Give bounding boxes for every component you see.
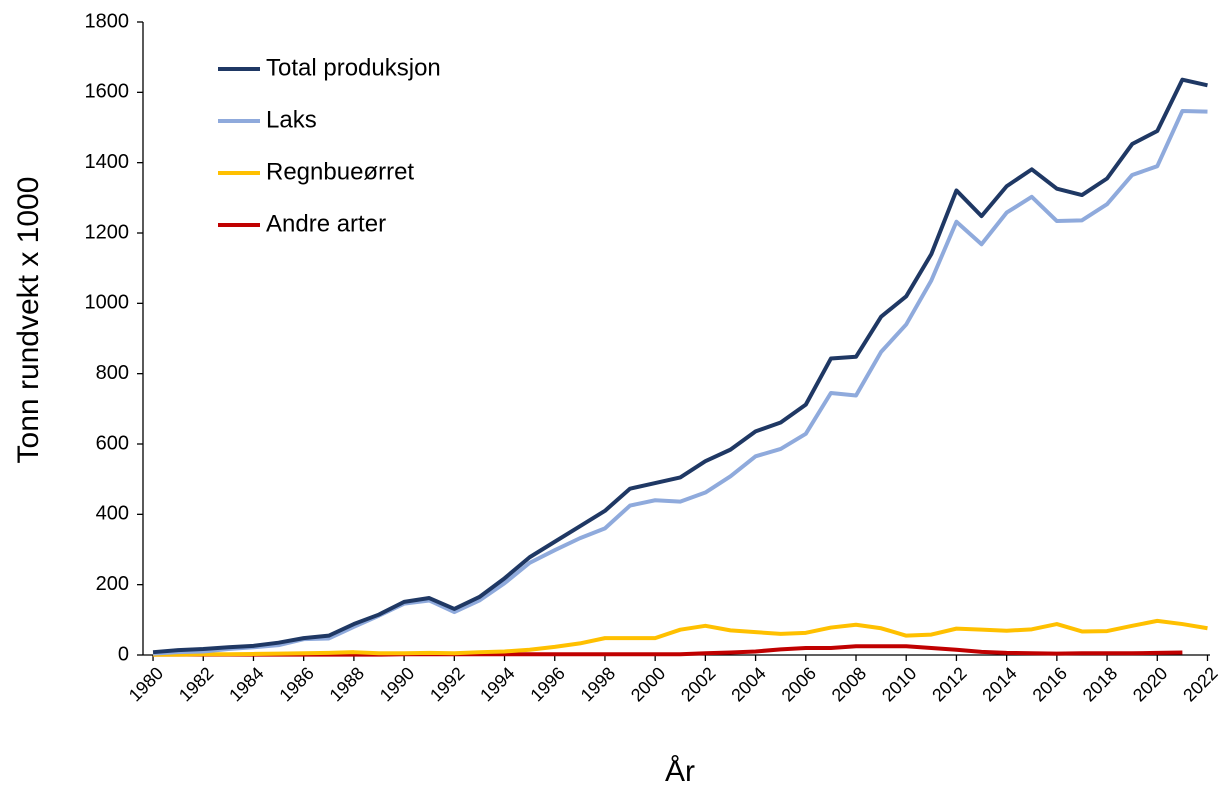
series-line: [152, 77, 1208, 655]
x-tick-label: 1986: [275, 663, 317, 705]
y-tick-label: 1200: [85, 221, 130, 243]
y-tick-label: 600: [96, 432, 129, 454]
y-tick-label: 1800: [85, 10, 130, 32]
x-tick-label: 1992: [426, 663, 468, 705]
x-tick-label: 1988: [326, 663, 368, 705]
y-tick-label: 200: [96, 573, 129, 595]
x-axis-label: År: [665, 755, 695, 785]
y-tick-label: 1000: [85, 292, 130, 314]
x-tick-label: 2016: [1029, 663, 1071, 705]
x-tick-label: 1990: [376, 663, 418, 705]
y-tick-label: 0: [118, 643, 129, 665]
x-tick-label: 2002: [677, 663, 719, 705]
x-tick-label: 1994: [476, 663, 518, 705]
y-tick-label: 1600: [85, 81, 130, 103]
x-tick-label: 1982: [175, 663, 217, 705]
x-tick-label: 2020: [1129, 663, 1171, 705]
x-tick-label: 1998: [577, 663, 619, 705]
legend-label: Andre arter: [266, 210, 386, 237]
x-tick-label: 2000: [627, 663, 669, 705]
x-tick-label: 1980: [125, 663, 167, 705]
x-tick-label: 2018: [1079, 663, 1121, 705]
series-line: [153, 618, 1208, 657]
legend-label: Regnbueørret: [266, 158, 414, 185]
legend-label: Total produksjon: [266, 54, 441, 81]
x-tick-label: 2022: [1179, 663, 1221, 705]
y-axis-label: Tonn rundvekt x 1000: [12, 177, 45, 464]
x-tick-label: 2004: [727, 663, 769, 705]
x-tick-label: 2006: [778, 663, 820, 705]
x-tick-label: 1996: [526, 663, 568, 705]
series-line: [152, 108, 1208, 656]
y-tick-label: 400: [96, 503, 129, 525]
x-tick-label: 2008: [828, 663, 870, 705]
y-tick-label: 800: [96, 362, 129, 384]
x-tick-label: 1984: [225, 663, 267, 705]
legend-label: Laks: [266, 106, 317, 133]
y-tick-label: 1400: [85, 151, 130, 173]
x-tick-label: 2010: [878, 663, 920, 705]
x-tick-label: 2014: [978, 663, 1020, 705]
x-tick-label: 2012: [928, 663, 970, 705]
